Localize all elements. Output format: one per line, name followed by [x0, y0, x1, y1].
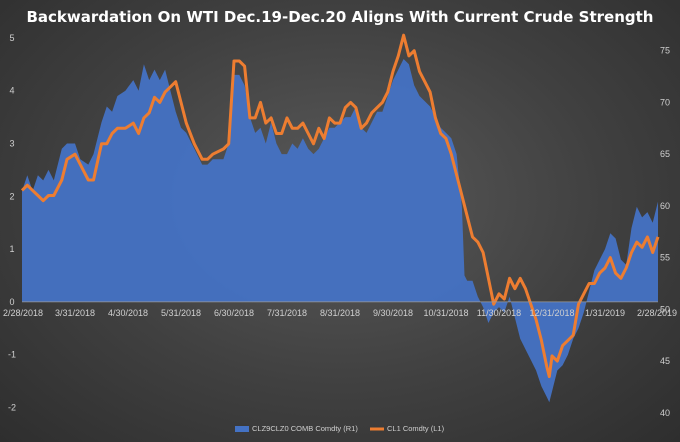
- right-axis-tick-label: 70: [660, 97, 670, 107]
- left-axis-tick-label: -1: [8, 350, 16, 360]
- x-axis-tick-label: 8/31/2018: [320, 308, 360, 318]
- area-series-clz9clz0: [22, 59, 658, 403]
- x-axis-tick-label: 5/31/2018: [161, 308, 201, 318]
- x-axis-ticks: 2/28/2018 3/31/2018 4/30/2018 5/31/2018 6/30…: [3, 308, 677, 318]
- right-axis-tick-label: 40: [660, 408, 670, 418]
- right-axis-tick-label: 45: [660, 356, 670, 366]
- right-axis-tick-label: 55: [660, 253, 670, 263]
- x-axis-tick-label: 2/28/2019: [637, 308, 677, 318]
- x-axis-tick-label: 7/31/2018: [267, 308, 307, 318]
- line-layer: [20, 33, 660, 379]
- x-axis-tick-label: 3/31/2018: [55, 308, 95, 318]
- left-axis-tick-label: 4: [9, 86, 14, 96]
- left-axis-tick-label: 5: [9, 33, 14, 43]
- right-axis-ticks: 40 45 50 55 60 65 70 75: [660, 46, 670, 418]
- x-axis-tick-label: 1/31/2019: [585, 308, 625, 318]
- x-axis-tick-label: 6/30/2018: [214, 308, 254, 318]
- right-axis-tick-label: 60: [660, 201, 670, 211]
- chart-title: Backwardation On WTI Dec.19-Dec.20 Align…: [26, 8, 653, 26]
- right-axis-tick-label: 50: [660, 304, 670, 314]
- right-axis-tick-label: 75: [660, 46, 670, 56]
- left-axis-tick-label: 1: [9, 244, 14, 254]
- x-axis-tick-label: 4/30/2018: [108, 308, 148, 318]
- x-axis-tick-label: 2/28/2018: [3, 308, 43, 318]
- left-axis-ticks: -2 -1 0 1 2 3 4 5: [8, 33, 16, 413]
- x-axis-tick-label: 11/30/2018: [477, 308, 521, 318]
- line-series-cl1: [20, 33, 660, 379]
- left-axis-tick-label: 0: [9, 297, 14, 307]
- left-axis-tick-label: 3: [9, 138, 14, 148]
- legend-swatch-area: [235, 426, 249, 432]
- x-axis-tick-label: 9/30/2018: [373, 308, 413, 318]
- legend-label-area: CLZ9CLZ0 COMB Comdty (R1): [252, 424, 358, 433]
- left-axis-tick-label: 2: [9, 191, 14, 201]
- legend-label-line: CL1 Comdty (L1): [387, 424, 445, 433]
- x-axis-tick-label: 12/31/2018: [529, 308, 574, 318]
- left-axis-tick-label: -2: [8, 402, 16, 412]
- x-axis-tick-label: 10/31/2018: [423, 308, 468, 318]
- area-layer: [22, 59, 658, 403]
- legend: CLZ9CLZ0 COMB Comdty (R1) CL1 Comdty (L1): [235, 424, 445, 433]
- right-axis-tick-label: 65: [660, 149, 670, 159]
